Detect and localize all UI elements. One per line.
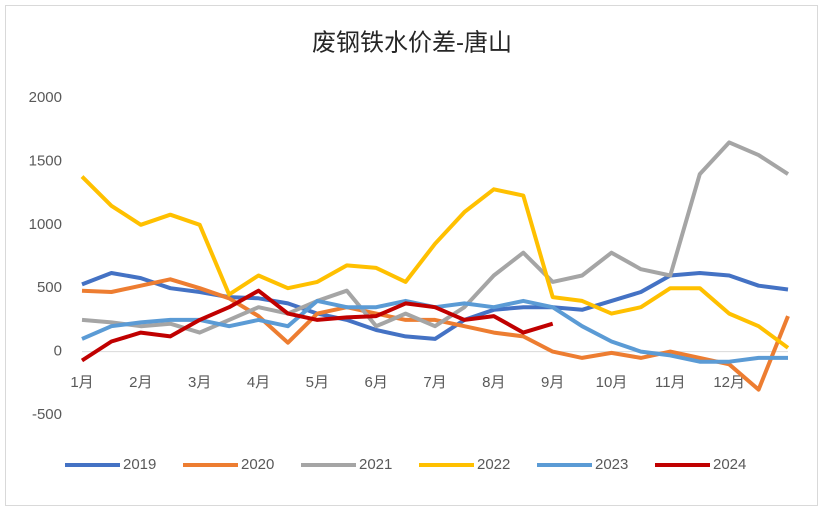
series-line [81,277,790,392]
y-tick-label: 0 [54,343,62,360]
y-tick-label: 2000 [29,89,62,106]
x-tick-label: 8月 [482,374,505,391]
chart-title: 废钢铁水价差-唐山 [312,29,512,56]
series-line [81,140,790,335]
x-tick-label: 1月 [70,374,93,391]
y-tick-label: 1500 [29,152,62,169]
series-line [80,175,790,350]
x-tick-label: 6月 [364,374,387,391]
legend-label: 2022 [477,456,510,473]
legend-label: 2020 [241,456,274,473]
legend-label: 2021 [359,456,392,473]
y-tick-label: 500 [37,279,62,296]
x-tick-label: 10月 [596,374,628,391]
x-tick-label: 2月 [129,374,152,391]
x-tick-label: 11月 [655,374,686,391]
x-tick-label: 9月 [541,374,564,391]
x-tick-label: 7月 [423,374,446,391]
series-line [80,288,554,363]
legend-label: 2019 [123,456,156,473]
x-tick-label: 5月 [306,374,329,391]
x-tick-label: 12月 [713,374,745,391]
legend-label: 2024 [713,456,746,473]
y-tick-label: -500 [32,406,62,423]
legend-label: 2023 [595,456,628,473]
x-tick-label: 3月 [188,374,211,391]
chart-border [5,5,818,506]
x-tick-label: 4月 [247,374,270,391]
y-tick-label: 1000 [29,216,62,233]
